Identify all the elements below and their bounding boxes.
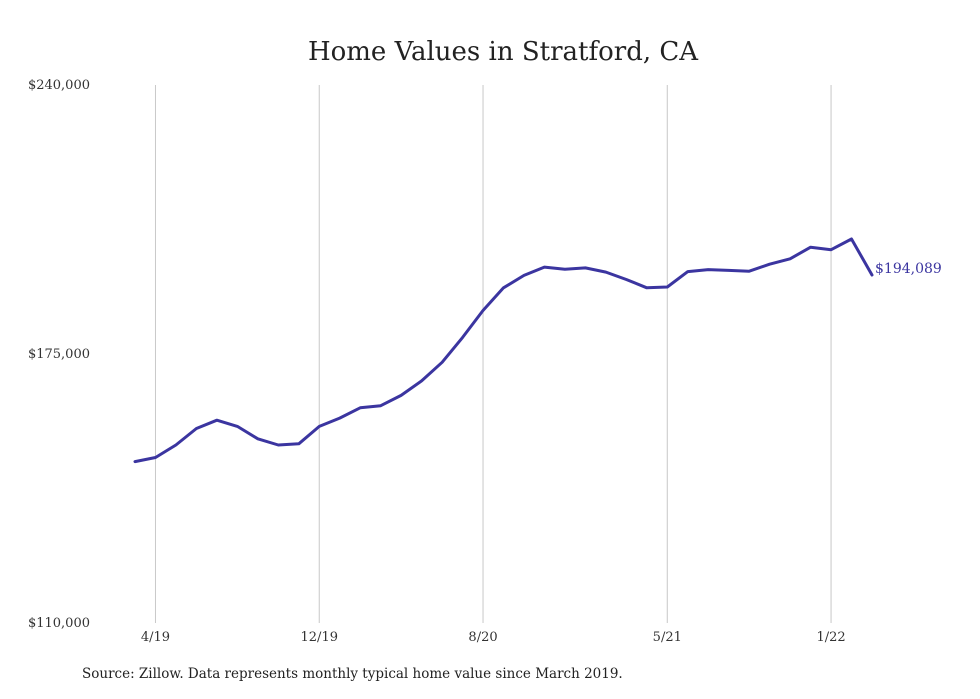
x-gridlines [154,85,832,623]
series-line [133,237,874,464]
y-axis-ticks: $240,000 $175,000 $110,000 [28,78,90,631]
end-value-label: $194,089 [875,261,942,277]
x-tick-label: 4/19 [141,630,170,645]
x-tick-label: 12/19 [301,630,338,645]
y-tick-label: $240,000 [28,78,90,93]
x-axis-ticks: 4/19 12/19 8/20 5/21 1/22 [141,630,846,645]
x-tick-label: 8/20 [468,630,497,645]
source-note: Source: Zillow. Data represents monthly … [82,666,623,682]
x-tick-label: 1/22 [816,630,845,645]
x-tick-label: 5/21 [653,630,682,645]
y-tick-label: $110,000 [28,616,90,631]
y-tick-label: $175,000 [28,347,90,362]
series-group: $194,089 [133,237,942,464]
chart-title: Home Values in Stratford, CA [308,37,699,67]
